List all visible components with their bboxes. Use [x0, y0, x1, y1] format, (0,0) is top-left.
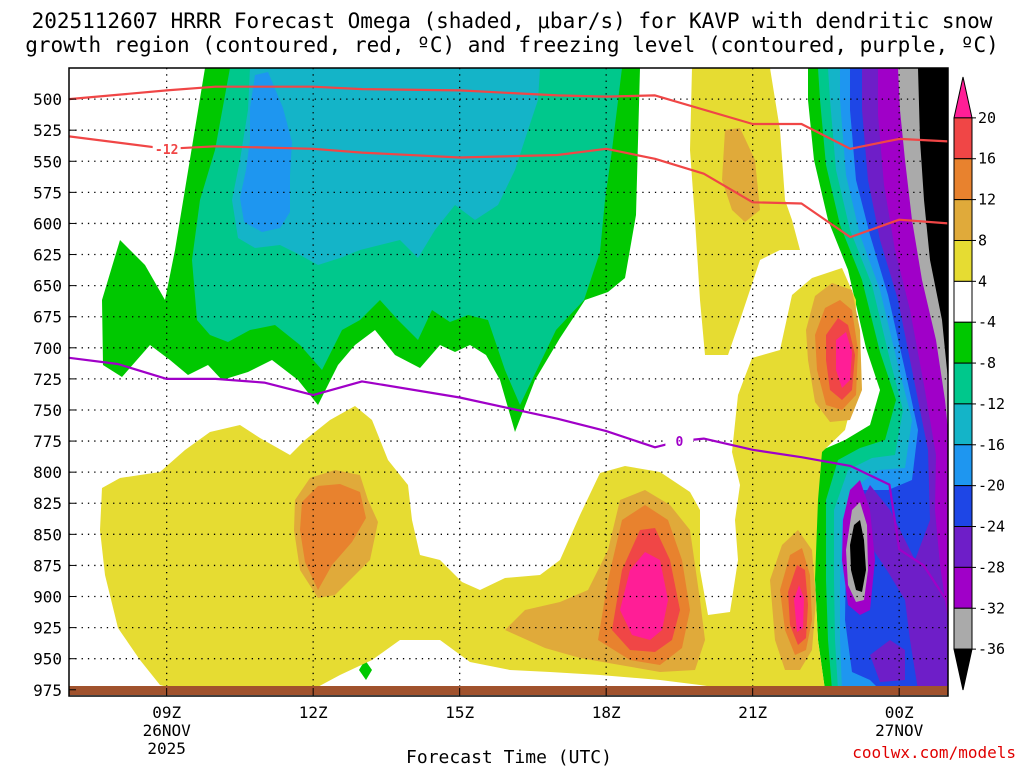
omega-fill-plus8-upper [722, 128, 760, 222]
y-tick-label-625: 625 [33, 246, 62, 265]
contour-label-freezing_level: 0 [676, 435, 684, 450]
omega-fill-core-black [850, 520, 866, 592]
y-tick-label-975: 975 [33, 681, 62, 700]
vertical-gridlines [166, 68, 900, 696]
contour-label-bg-freezing_level [665, 433, 694, 449]
omega-fill-minus8-speck [359, 660, 372, 680]
y-tick-label-825: 825 [33, 494, 62, 513]
colorbar-swatch-4 [953, 239, 973, 282]
y-tick-label-525: 525 [33, 121, 62, 140]
y-tick-label-775: 775 [33, 432, 62, 451]
contour-freezing_level [69, 356, 948, 604]
site-credit: coolwx.com/models [852, 743, 1016, 762]
plot-area: -12 0 [68, 67, 949, 697]
omega-fill-plus20-right [836, 332, 852, 388]
colorbar-swatch-6 [953, 321, 973, 364]
colorbar-swatch-1 [953, 117, 973, 160]
omega-fill-minus16 [240, 72, 292, 232]
y-tick-label-575: 575 [33, 183, 62, 202]
y-tick-label-800: 800 [33, 463, 62, 482]
omega-fill-core-low-purple [870, 640, 905, 682]
colorbar-swatch-11 [953, 526, 973, 568]
colorbar-swatch-10 [953, 485, 973, 528]
contour-dendritic_snow_growth_bottom [69, 135, 948, 239]
x-date-label-27NOV: 27NOV [875, 721, 924, 740]
omega-fill-plus12-main [300, 484, 366, 590]
omega-fill-plus20-low-right [794, 585, 804, 632]
colorbar-label-8: 8 [978, 231, 987, 249]
omega-fill-plus20-low [620, 552, 668, 640]
x-tick-label-21Z: 21Z [738, 703, 767, 722]
colorbar-swatch-14 [953, 648, 973, 691]
chart-title-line2: growth region (contoured, red, ºC) and f… [25, 33, 999, 57]
y-tick-label-750: 750 [33, 401, 62, 420]
omega-colorbar: 20 16 12 8 4 -4 -8 -12 -16 -20 -24 -28 -32 -36 [953, 76, 1005, 691]
colorbar-label--32: -32 [978, 599, 1005, 617]
x-tick-label-00Z: 00Z [885, 703, 914, 722]
y-tick-label-675: 675 [33, 308, 62, 327]
x-tick-label-12Z: 12Z [299, 703, 328, 722]
colorbar-swatch-7 [953, 362, 973, 405]
colorbar-label--12: -12 [978, 395, 1005, 413]
colorbar-swatch-8 [953, 403, 973, 446]
y-tick-label-950: 950 [33, 650, 62, 669]
contour-lines: -12 0 [69, 85, 948, 604]
colorbar-swatch-0 [953, 76, 973, 119]
ground-strip [69, 686, 948, 695]
colorbar-label--24: -24 [978, 518, 1005, 536]
colorbar-swatch-5 [953, 280, 973, 323]
x-tick-label-18Z: 18Z [592, 703, 621, 722]
colorbar-label--20: -20 [978, 477, 1005, 495]
y-tick-label-600: 600 [33, 214, 62, 233]
x-axis-label: Forecast Time (UTC) [406, 747, 612, 768]
contour-label-dendritic_snow_growth_bottom: -12 [155, 143, 178, 158]
colorbar-label--28: -28 [978, 558, 1005, 576]
x-tick-label-09Z: 09Z [152, 703, 181, 722]
plot-frame [68, 67, 949, 697]
x-tick-label-15Z: 15Z [445, 703, 474, 722]
colorbar-label--36: -36 [978, 640, 1005, 658]
y-tick-label-725: 725 [33, 370, 62, 389]
contour-dendritic_snow_growth_top [69, 85, 948, 150]
chart-title-line1: 2025112607 HRRR Forecast Omega (shaded, … [32, 9, 993, 33]
omega-shading [100, 68, 948, 695]
y-tick-label-850: 850 [33, 525, 62, 544]
x-date-label-26NOV: 26NOV [143, 721, 192, 740]
colorbar-label-16: 16 [978, 150, 996, 168]
y-tick-label-900: 900 [33, 588, 62, 607]
colorbar-label--8: -8 [978, 354, 996, 372]
y-axis-pressure: 500 525 550 575 600 625 650 675 700 725 750 775 800 8… [33, 90, 76, 700]
colorbar-label--16: -16 [978, 436, 1005, 454]
colorbar-swatch-9 [953, 444, 973, 487]
colorbar-label-12: 12 [978, 191, 996, 209]
contour-label-bg-dendritic_snow_growth_bottom [152, 140, 181, 156]
colorbar-swatch-12 [953, 566, 973, 609]
omega-fill-minus12 [232, 68, 540, 265]
colorbar-swatch-2 [953, 158, 973, 201]
y-tick-label-650: 650 [33, 277, 62, 296]
y-tick-label-550: 550 [33, 152, 62, 171]
colorbar-swatch-13 [953, 607, 973, 650]
colorbar-label--4: -4 [978, 313, 996, 331]
x-year-label: 2025 [147, 739, 186, 758]
colorbar-swatch-3 [953, 199, 973, 241]
colorbar-label-20: 20 [978, 109, 996, 127]
colorbar-label-4: 4 [978, 272, 987, 290]
y-tick-label-875: 875 [33, 556, 62, 575]
y-tick-label-700: 700 [33, 339, 62, 358]
y-tick-label-925: 925 [33, 619, 62, 638]
y-tick-label-500: 500 [33, 90, 62, 109]
